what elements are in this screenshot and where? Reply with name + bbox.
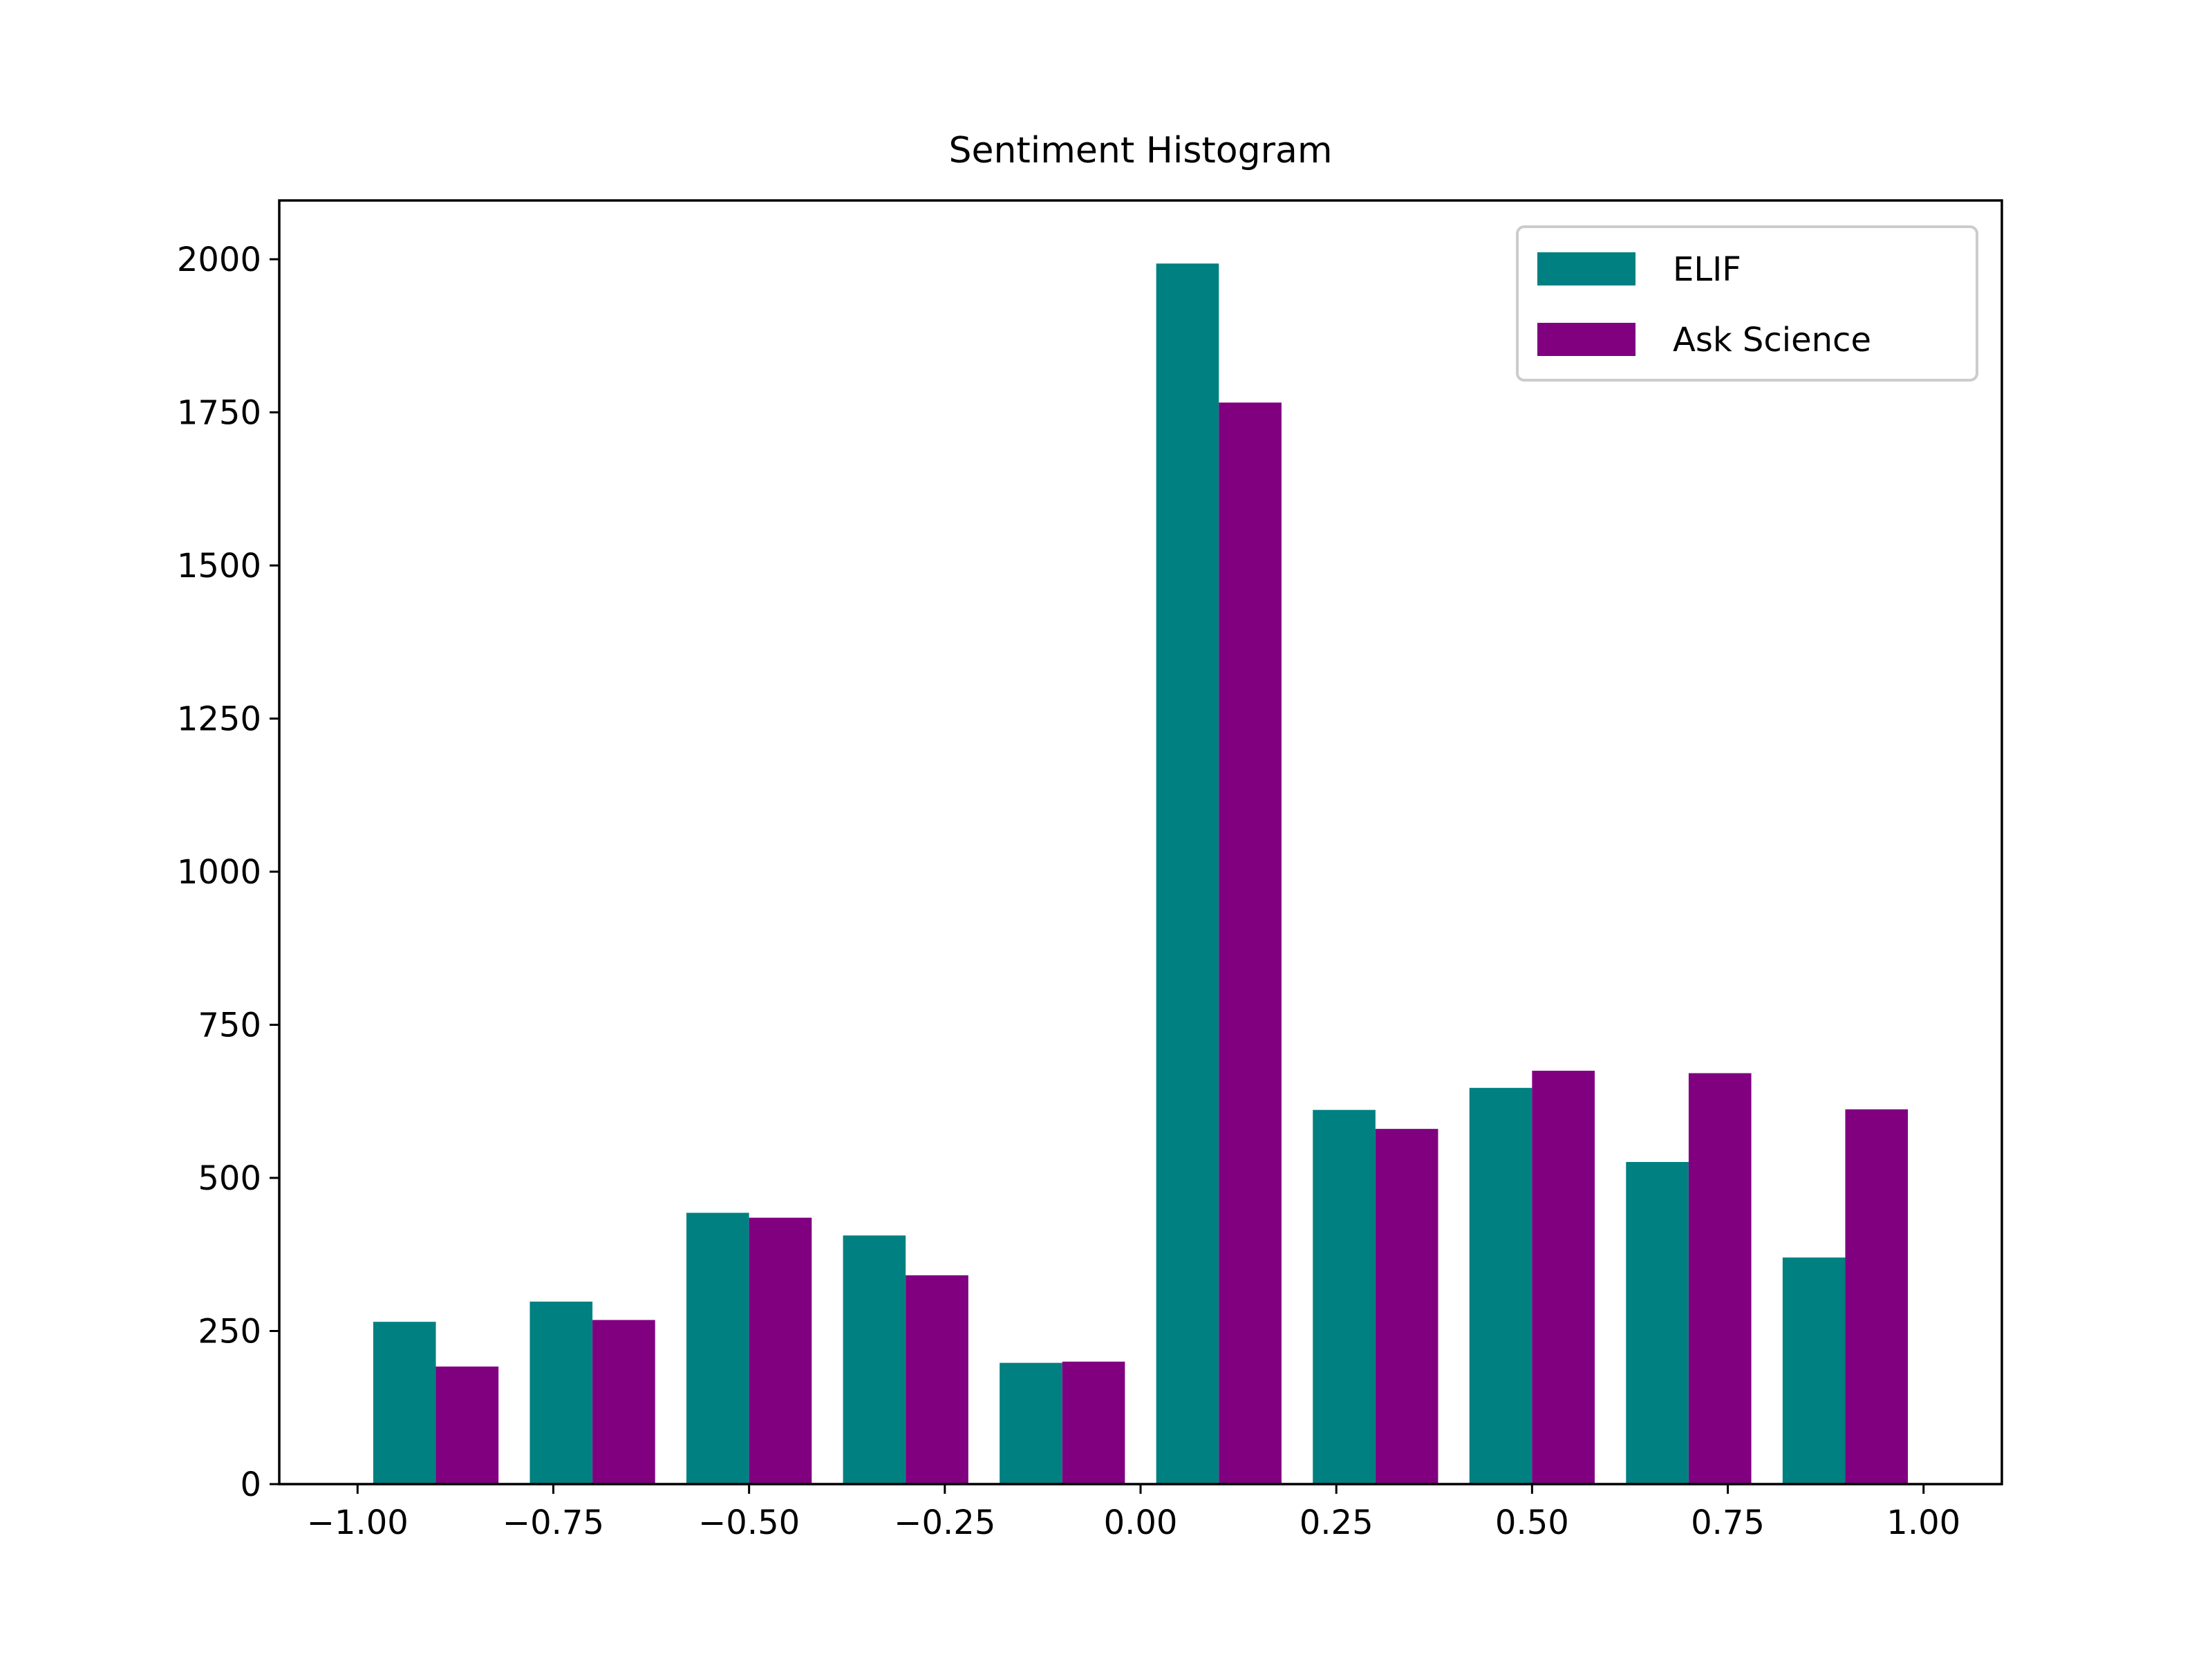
y-tick-label: 1000 (177, 853, 261, 892)
bar-ask-science-bin-5 (1062, 1361, 1125, 1484)
bar-ask-science-bin-8 (1532, 1070, 1595, 1484)
y-tick-label: 2000 (177, 241, 261, 279)
bars-group (373, 263, 1909, 1485)
bar-ask-science-bin-4 (906, 1275, 968, 1484)
y-axis: 0 250 500 750 1000 1250 1500 1750 2000 (177, 241, 279, 1504)
y-tick-label: 1750 (177, 394, 261, 433)
bar-ask-science-bin-3 (749, 1217, 812, 1484)
x-tick-label: −1.00 (307, 1503, 409, 1542)
bar-elif-bin-1 (373, 1322, 436, 1484)
y-tick-label: 500 (198, 1159, 261, 1198)
bar-ask-science-bin-7 (1375, 1129, 1438, 1484)
bar-ask-science-bin-2 (592, 1320, 655, 1484)
x-tick-label: 0.75 (1691, 1503, 1765, 1542)
x-tick-label: 1.00 (1886, 1503, 1960, 1542)
x-tick-label: 0.00 (1104, 1503, 1178, 1542)
bar-elif-bin-7 (1313, 1109, 1376, 1484)
x-tick-label: −0.50 (698, 1503, 800, 1542)
y-tick-label: 1250 (177, 700, 261, 739)
x-axis: −1.00 −0.75 −0.50 −0.25 0.00 0.25 0.50 0.75 1.00 (307, 1484, 1960, 1542)
legend-label-ask-science: Ask Science (1673, 321, 1871, 359)
x-tick-label: −0.25 (894, 1503, 995, 1542)
x-tick-label: −0.75 (503, 1503, 604, 1542)
bar-ask-science-bin-1 (435, 1366, 499, 1484)
x-tick-label: 0.25 (1300, 1503, 1374, 1542)
bar-elif-bin-3 (686, 1212, 749, 1484)
bar-ask-science-bin-10 (1845, 1109, 1909, 1484)
legend: ELIF Ask Science (1516, 225, 1978, 382)
y-tick-label: 250 (198, 1313, 261, 1351)
chart-title: Sentiment Histogram (948, 130, 1332, 171)
bar-elif-bin-4 (843, 1235, 906, 1484)
y-tick-label: 0 (240, 1465, 261, 1504)
legend-swatch-ask-science (1537, 323, 1635, 356)
bar-ask-science-bin-9 (1688, 1073, 1752, 1484)
x-tick-label: 0.50 (1495, 1503, 1569, 1542)
bar-ask-science-bin-6 (1219, 402, 1282, 1485)
legend-label-elif: ELIF (1673, 250, 1741, 289)
legend-swatch-elif (1537, 252, 1635, 285)
bar-elif-bin-5 (1000, 1362, 1062, 1484)
bar-elif-bin-10 (1782, 1257, 1846, 1484)
bar-elif-bin-2 (529, 1301, 593, 1484)
bar-elif-bin-6 (1156, 263, 1219, 1484)
y-tick-label: 1500 (177, 547, 261, 585)
bar-elif-bin-9 (1626, 1161, 1689, 1484)
bar-elif-bin-8 (1469, 1087, 1533, 1484)
y-tick-label: 750 (198, 1006, 261, 1045)
plot-frame (278, 199, 2003, 1485)
